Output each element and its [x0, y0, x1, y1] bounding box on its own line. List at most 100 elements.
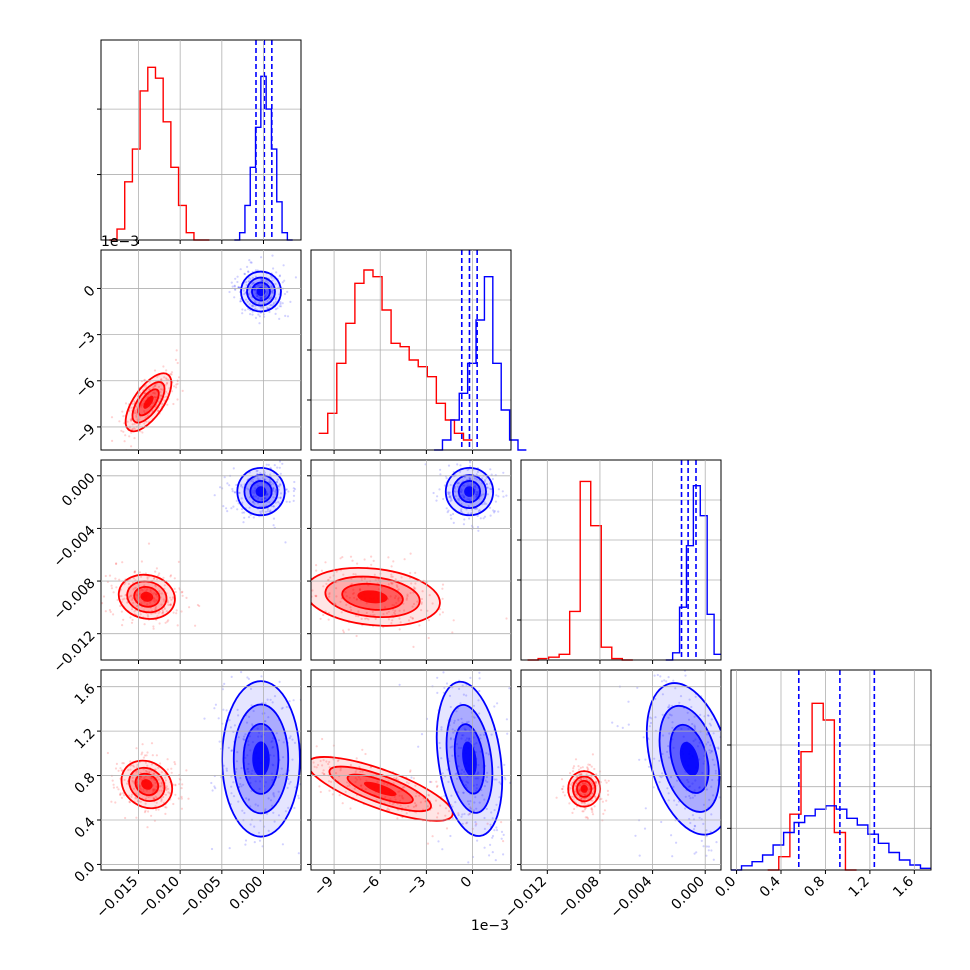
blue-sample-point — [732, 760, 734, 762]
red-sample-point — [355, 598, 359, 601]
red-sample-point — [328, 595, 331, 598]
blue-sample-point — [273, 820, 276, 823]
red-sample-point — [397, 790, 400, 793]
blue-sample-point — [457, 718, 460, 722]
blue-sample-point — [475, 742, 478, 745]
blue-sample-point — [489, 468, 492, 471]
blue-sample-point — [502, 833, 505, 837]
red-sample-point — [124, 434, 127, 437]
red-sample-point — [131, 597, 134, 600]
red-sample-point — [391, 603, 394, 607]
red-sample-point — [164, 806, 167, 809]
red-sample-point — [401, 796, 404, 799]
red-sample-point — [139, 800, 142, 804]
red-sample-point — [165, 377, 168, 380]
blue-sample-point — [469, 465, 472, 468]
blue-sample-point — [468, 498, 471, 501]
blue-sample-point — [270, 290, 273, 293]
red-sample-point — [142, 790, 145, 793]
red-sample-point — [321, 737, 324, 741]
red-sample-point — [140, 575, 143, 578]
red-sample-point — [121, 762, 124, 765]
red-sample-point — [579, 784, 583, 787]
red-sample-point — [339, 600, 342, 603]
blue-sample-point — [263, 720, 266, 723]
blue-sample-point — [702, 762, 705, 765]
red-sample-point — [587, 768, 590, 771]
blue-sample-point — [638, 854, 641, 857]
red-sample-point — [395, 601, 398, 605]
blue-sample-point — [272, 505, 275, 508]
red-sample-point — [580, 773, 583, 776]
blue-sample-point — [474, 751, 477, 754]
red-sample-point — [591, 810, 594, 814]
blue-sample-point — [715, 841, 718, 844]
blue-sample-point — [455, 743, 459, 746]
red-sample-point — [144, 416, 147, 419]
red-sample-point — [163, 399, 166, 402]
blue-sample-point — [241, 308, 244, 311]
red-sample-point — [112, 613, 115, 616]
blue-sample-point — [478, 671, 481, 674]
blue-sample-point — [249, 313, 252, 316]
red-sample-point — [155, 785, 158, 788]
blue-sample-point — [694, 738, 697, 741]
blue-sample-point — [475, 777, 478, 780]
red-contour-line — [133, 585, 161, 608]
blue-sample-point — [273, 795, 276, 798]
blue-sample-point — [637, 664, 639, 666]
blue-sample-point — [686, 778, 689, 782]
red-sample-point — [160, 402, 163, 405]
blue-sample-point — [707, 845, 711, 848]
red-sample-point — [111, 779, 114, 782]
red-sample-point — [146, 770, 149, 774]
blue-sample-point — [213, 494, 216, 497]
red-sample-point — [144, 392, 147, 395]
blue-sample-point — [448, 495, 451, 498]
red-sample-point — [396, 817, 399, 820]
red-sample-point — [584, 807, 587, 810]
red-sample-point — [578, 768, 581, 771]
blue-sample-point — [460, 502, 463, 506]
blue-sample-point — [673, 799, 676, 802]
red-sample-point — [130, 621, 134, 624]
blue-sample-point — [689, 785, 692, 788]
red-sample-point — [165, 382, 169, 385]
x-offset-label: 1e−3 — [471, 918, 509, 934]
blue-sample-point — [250, 704, 253, 707]
red-sample-point — [114, 801, 117, 804]
y-tick-label: 0.8 — [72, 770, 99, 797]
blue-sample-point — [485, 502, 488, 505]
red-sample-point — [373, 614, 376, 617]
blue-sample-point — [271, 290, 274, 293]
blue-sample-point — [693, 794, 697, 797]
red-sample-point — [153, 600, 156, 604]
red-sample-point — [335, 587, 338, 590]
red-sample-point — [145, 420, 148, 423]
red-sample-point — [365, 617, 368, 620]
red-sample-point — [573, 807, 576, 811]
blue-sample-point — [241, 809, 244, 812]
red-sample-point — [144, 802, 147, 805]
blue-sample-point — [691, 722, 694, 726]
panel-frame — [520, 669, 722, 871]
red-sample-point — [329, 576, 332, 579]
red-sample-point — [163, 376, 166, 379]
blue-sample-point — [448, 694, 452, 698]
red-sample-point — [344, 790, 347, 793]
blue-sample-point — [240, 785, 243, 788]
red-sample-point — [336, 759, 339, 763]
blue-sample-point — [518, 780, 520, 782]
red-sample-point — [147, 388, 151, 391]
red-sample-point — [346, 785, 349, 788]
x-tick-label: 0 — [458, 874, 476, 892]
red-sample-point — [153, 369, 157, 372]
red-sample-point — [119, 793, 122, 796]
blue-sample-point — [268, 310, 271, 313]
blue-sample-point — [462, 791, 465, 794]
blue-sample-point — [733, 839, 735, 841]
red-sample-point — [421, 590, 424, 593]
red-sample-point — [376, 780, 379, 784]
blue-sample-point — [244, 756, 247, 760]
red-sample-point — [584, 797, 587, 800]
